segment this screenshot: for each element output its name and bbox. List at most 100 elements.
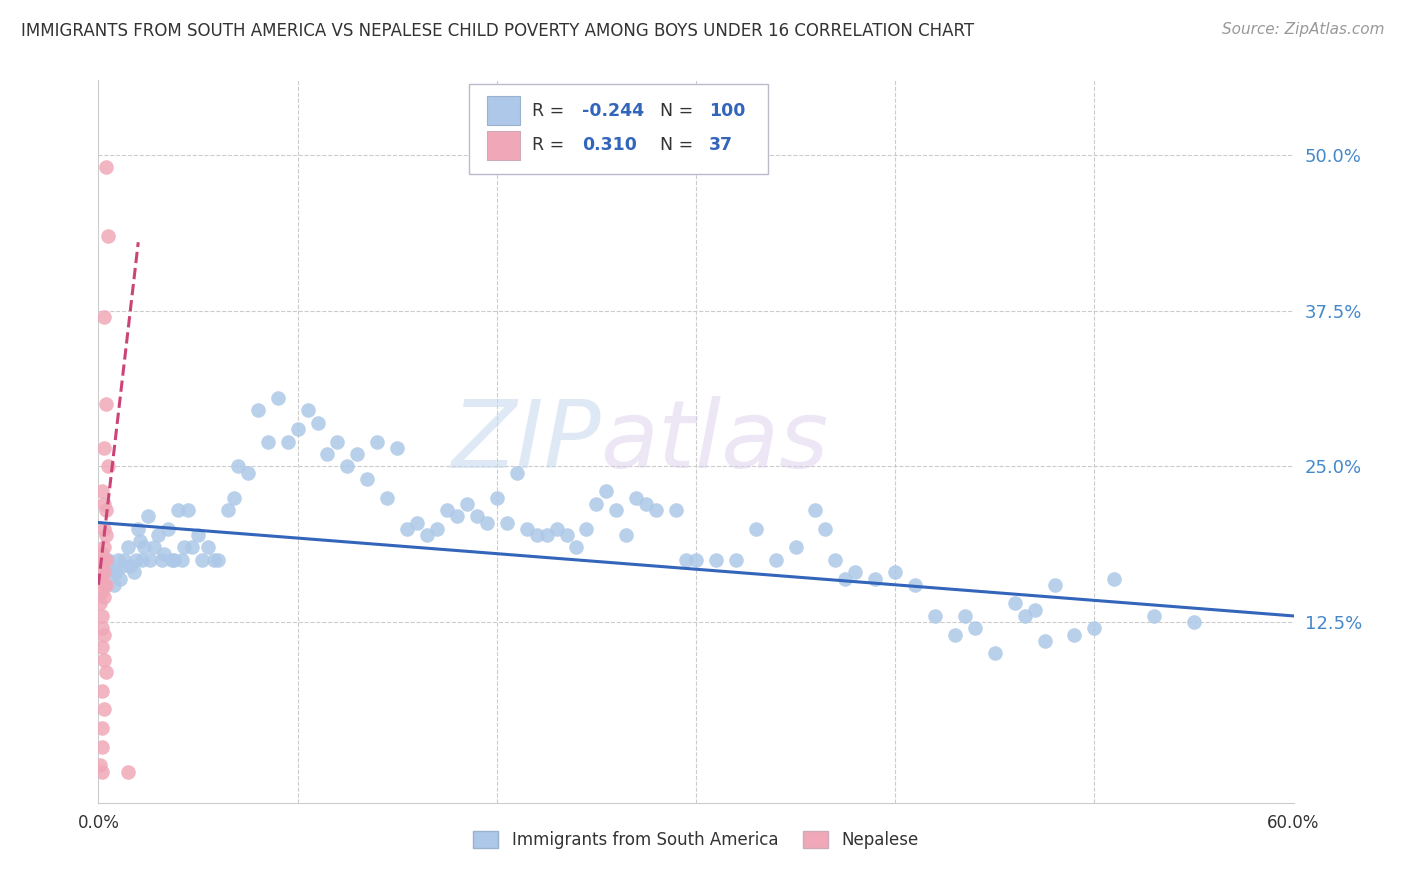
Point (904, 578, 927, 592)
Point (157, 522, 180, 536)
Point (191, 553, 214, 567)
Point (1104, 572, 1126, 586)
Point (139, 553, 162, 567)
Point (307, 416, 329, 430)
Point (91, 547, 114, 561)
Point (277, 434, 299, 449)
Legend: Immigrants from South America, Nepalese: Immigrants from South America, Nepalese (467, 824, 925, 856)
Point (346, 447, 368, 461)
Point (93, 652, 115, 666)
Point (375, 491, 398, 505)
Point (103, 578, 125, 592)
Point (97, 459, 120, 474)
Point (953, 609, 976, 624)
Point (924, 609, 946, 624)
Point (107, 553, 129, 567)
Point (1014, 609, 1036, 624)
Point (416, 528, 439, 542)
Point (143, 541, 166, 555)
Point (96, 528, 118, 542)
Point (96, 665, 118, 679)
Point (485, 491, 508, 505)
Point (222, 491, 245, 505)
Point (172, 553, 194, 567)
Point (765, 553, 787, 567)
Point (93, 541, 115, 555)
Point (91, 584, 114, 599)
Point (1033, 633, 1056, 648)
Point (91, 764, 114, 779)
Point (614, 528, 637, 542)
Point (93, 497, 115, 511)
Point (91, 609, 114, 624)
Point (91, 572, 114, 586)
Point (605, 503, 627, 517)
Point (526, 528, 548, 542)
Text: Source: ZipAtlas.com: Source: ZipAtlas.com (1222, 22, 1385, 37)
Text: N =: N = (661, 102, 699, 120)
Text: IMMIGRANTS FROM SOUTH AMERICA VS NEPALESE CHILD POVERTY AMONG BOYS UNDER 16 CORR: IMMIGRANTS FROM SOUTH AMERICA VS NEPALES… (21, 22, 974, 40)
Point (396, 522, 419, 536)
Point (96, 578, 118, 592)
Point (745, 522, 768, 536)
Point (844, 566, 866, 580)
Point (516, 522, 538, 536)
Point (626, 491, 648, 505)
Point (385, 441, 409, 455)
Point (91, 484, 114, 499)
Point (131, 553, 153, 567)
Point (96, 161, 118, 175)
Text: 0.310: 0.310 (582, 136, 637, 154)
Point (89, 566, 111, 580)
Point (465, 509, 488, 524)
Point (197, 541, 219, 555)
Point (202, 553, 225, 567)
Point (824, 553, 846, 567)
Point (297, 403, 319, 417)
Point (1083, 621, 1105, 635)
Point (685, 553, 707, 567)
Point (173, 541, 195, 555)
Point (226, 459, 249, 474)
Point (93, 702, 115, 716)
Point (105, 566, 128, 580)
Point (506, 466, 529, 480)
Text: N =: N = (661, 136, 699, 154)
Point (256, 434, 278, 449)
Point (884, 566, 907, 580)
Point (112, 553, 135, 567)
Point (91, 640, 114, 654)
Point (575, 522, 598, 536)
Point (160, 553, 183, 567)
Point (97, 229, 120, 244)
Point (356, 472, 378, 486)
Point (91, 739, 114, 754)
Point (93, 441, 115, 455)
Point (865, 572, 887, 586)
FancyBboxPatch shape (486, 131, 520, 160)
Point (111, 559, 134, 574)
Point (125, 553, 148, 567)
Point (1182, 615, 1205, 630)
Point (585, 497, 607, 511)
Point (187, 528, 209, 542)
Point (495, 516, 517, 530)
Text: 100: 100 (709, 102, 745, 120)
Text: -0.244: -0.244 (582, 102, 644, 120)
Point (89, 758, 111, 772)
Point (336, 459, 359, 474)
Point (704, 553, 727, 567)
Text: R =: R = (533, 102, 569, 120)
Point (89, 597, 111, 611)
Point (207, 553, 229, 567)
Point (148, 528, 170, 542)
Point (93, 553, 115, 567)
Point (127, 522, 149, 536)
Point (555, 528, 578, 542)
Point (236, 466, 259, 480)
Point (595, 484, 617, 499)
Point (96, 503, 118, 517)
Point (217, 503, 239, 517)
Point (785, 541, 807, 555)
Text: R =: R = (533, 136, 569, 154)
